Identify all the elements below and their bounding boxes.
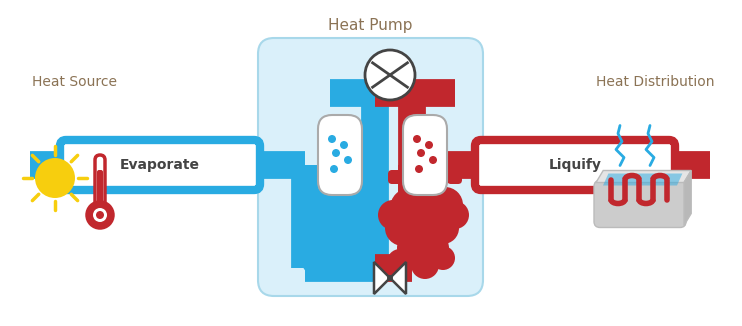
Circle shape [340, 141, 348, 149]
Text: Heat Pump: Heat Pump [328, 18, 413, 33]
Circle shape [365, 50, 415, 100]
Circle shape [332, 149, 340, 157]
FancyBboxPatch shape [475, 140, 675, 190]
Polygon shape [596, 170, 692, 183]
Circle shape [390, 188, 430, 228]
Circle shape [385, 210, 421, 246]
Circle shape [344, 156, 352, 164]
Circle shape [415, 165, 423, 173]
Polygon shape [603, 173, 683, 185]
FancyBboxPatch shape [60, 140, 260, 190]
Circle shape [411, 251, 439, 279]
Polygon shape [390, 262, 406, 294]
Circle shape [305, 188, 345, 228]
Circle shape [312, 232, 344, 264]
FancyBboxPatch shape [97, 170, 103, 213]
Circle shape [425, 141, 433, 149]
Circle shape [387, 249, 413, 275]
Polygon shape [374, 262, 390, 294]
Circle shape [302, 249, 328, 275]
Circle shape [87, 202, 113, 228]
Circle shape [417, 149, 425, 157]
Circle shape [356, 201, 384, 229]
Circle shape [342, 187, 378, 223]
Circle shape [96, 211, 104, 219]
Circle shape [326, 251, 354, 279]
Circle shape [300, 210, 336, 246]
Circle shape [320, 215, 360, 255]
Circle shape [93, 208, 107, 222]
Text: Heat Distribution: Heat Distribution [596, 75, 715, 89]
Circle shape [35, 158, 75, 198]
FancyBboxPatch shape [403, 115, 447, 195]
Circle shape [328, 135, 336, 143]
Circle shape [408, 193, 452, 237]
Circle shape [427, 187, 463, 223]
Circle shape [330, 165, 338, 173]
FancyBboxPatch shape [362, 170, 377, 184]
FancyBboxPatch shape [303, 170, 318, 184]
Circle shape [397, 232, 429, 264]
Circle shape [405, 215, 445, 255]
FancyBboxPatch shape [318, 115, 362, 195]
Polygon shape [684, 170, 692, 226]
Circle shape [431, 246, 455, 270]
Circle shape [323, 193, 367, 237]
Circle shape [417, 232, 449, 264]
Circle shape [413, 135, 421, 143]
Circle shape [293, 200, 323, 230]
Circle shape [378, 200, 408, 230]
Circle shape [387, 275, 393, 281]
FancyBboxPatch shape [388, 170, 403, 184]
Circle shape [346, 246, 370, 270]
Circle shape [342, 212, 374, 244]
Circle shape [441, 201, 469, 229]
FancyBboxPatch shape [594, 181, 686, 228]
FancyBboxPatch shape [447, 170, 462, 184]
Text: Liquify: Liquify [548, 158, 602, 172]
FancyBboxPatch shape [95, 155, 105, 213]
Text: Evaporate: Evaporate [120, 158, 200, 172]
Text: Heat Source: Heat Source [33, 75, 117, 89]
Circle shape [427, 212, 459, 244]
Circle shape [429, 156, 437, 164]
FancyBboxPatch shape [258, 38, 483, 296]
Circle shape [332, 232, 364, 264]
